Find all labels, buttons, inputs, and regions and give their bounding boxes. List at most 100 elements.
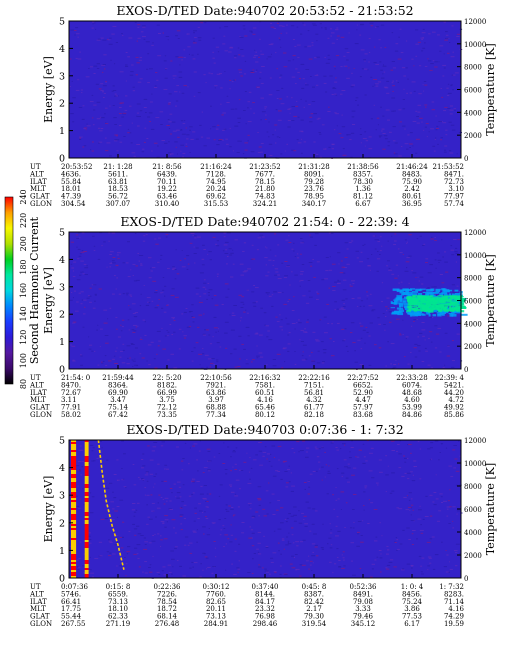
table-cell: 85.86	[444, 411, 465, 419]
table-row-label: ALT	[29, 170, 44, 178]
table-cell: 60.51	[255, 389, 275, 397]
table-row-label: GLAT	[30, 613, 50, 621]
y2-tick-label: 0	[464, 366, 468, 374]
y2-tick-label: 10000	[464, 460, 486, 468]
table-cell: 1: 7:32	[439, 583, 464, 591]
table-cell: 276.48	[155, 620, 180, 628]
table-cell: 4.60	[404, 396, 420, 404]
table-cell: 7151.	[304, 381, 324, 389]
y2-axis-label: Temperature [K]	[484, 43, 497, 135]
table-cell: 67.42	[108, 411, 128, 419]
feature-column	[71, 440, 77, 578]
table-cell: 56.81	[304, 389, 324, 397]
table-cell: 307.07	[106, 200, 131, 208]
y2-tick-label: 2000	[464, 343, 482, 351]
y2-tick-label: 0	[464, 155, 468, 163]
y2-tick-label: 10000	[464, 41, 486, 49]
table-cell: 2.42	[404, 185, 420, 193]
table-cell: 84.17	[255, 598, 275, 606]
table-cell: 4.16	[257, 396, 273, 404]
table-cell: 0:15: 8	[106, 583, 131, 591]
feature-column	[84, 440, 89, 578]
table-cell: 6.67	[355, 200, 371, 208]
table-cell: 18.10	[108, 605, 128, 613]
table-cell: 5611.	[108, 170, 128, 178]
table-cell: 77.53	[402, 613, 422, 621]
table-cell: 8491.	[353, 590, 373, 598]
y-tick-label: 1	[59, 337, 65, 348]
table-cell: 81.12	[353, 193, 373, 201]
y-tick-label: 5	[59, 228, 65, 239]
table-cell: 52.90	[353, 389, 373, 397]
table-cell: 74.29	[444, 613, 464, 621]
table-cell: 84.86	[402, 411, 423, 419]
table-cell: 21: 1:28	[103, 163, 132, 171]
table-cell: 21: 8:56	[152, 163, 182, 171]
table-cell: 62.33	[108, 613, 128, 621]
table-cell: 340.17	[302, 200, 327, 208]
colorbar-tick-label: 180	[19, 259, 28, 274]
y-axis-label: Energy [eV]	[42, 267, 55, 334]
table-cell: 267.55	[61, 620, 86, 628]
table-cell: 75.24	[402, 598, 423, 606]
table-cell: 7226.	[157, 590, 177, 598]
table-cell: 73.35	[157, 411, 177, 419]
y2-tick-label: 12000	[464, 229, 486, 237]
y-tick-label: 3	[59, 71, 65, 82]
feature-trace	[97, 439, 125, 570]
colorbar-tick-label: 220	[19, 213, 28, 228]
table-cell: 304.54	[61, 200, 86, 208]
table-cell: 18.53	[108, 185, 128, 193]
table-cell: 8456.	[402, 590, 422, 598]
y2-tick-label: 8000	[464, 483, 482, 491]
table-cell: 5421.	[444, 381, 464, 389]
table-cell: 7581.	[255, 381, 275, 389]
panel-title: EXOS-D/TED Date:940703 0:07:36 - 1: 7:32	[126, 422, 403, 437]
y-tick-label: 0	[59, 574, 65, 585]
y-tick-label: 5	[59, 17, 65, 28]
table-cell: 20.11	[206, 605, 226, 613]
y2-tick-label: 10000	[464, 252, 486, 260]
table-cell: 55.44	[61, 613, 82, 621]
table-row-label: MLT	[30, 605, 46, 613]
table-row-label: GLAT	[30, 193, 50, 201]
table-cell: 0:52:36	[350, 583, 378, 591]
table-cell: 315.53	[204, 200, 229, 208]
table-cell: 19.22	[157, 185, 177, 193]
colorbar: 80 100 120 140 160 180 200 220 240 Second Harmoni…	[4, 189, 41, 389]
table-row-label: GLON	[30, 620, 52, 628]
table-cell: 8182.	[157, 381, 177, 389]
y-axis-label: Energy [eV]	[42, 56, 55, 123]
table-cell: 3.75	[159, 396, 175, 404]
table-cell: 70.11	[157, 178, 177, 186]
y-tick-label: 3	[59, 282, 65, 293]
spectrogram-panel-2: EXOS-D/TED Date:940702 21:54: 0 - 22:39:…	[29, 214, 497, 419]
table-cell: 3.11	[61, 396, 77, 404]
table-cell: 18.01	[61, 185, 81, 193]
table-cell: 21:54: 0	[61, 374, 90, 382]
y2-tick-label: 6000	[464, 298, 482, 306]
table-cell: 47.39	[61, 193, 81, 201]
table-cell: 6439.	[157, 170, 177, 178]
y-tick-label: 2	[59, 99, 65, 110]
table-cell: 20:53:52	[61, 163, 92, 171]
table-row-label: ILAT	[30, 178, 47, 186]
table-cell: 7921.	[206, 381, 226, 389]
table-row-label: ILAT	[30, 389, 47, 397]
table-cell: 8471.	[444, 170, 464, 178]
table-cell: 55.84	[61, 178, 82, 186]
table-cell: 22:33:28	[396, 374, 427, 382]
table-cell: 7677.	[255, 170, 275, 178]
table-cell: 310.40	[155, 200, 180, 208]
y-tick-label: 1	[59, 126, 65, 137]
table-cell: 0:45: 8	[302, 583, 327, 591]
table-cell: 74.83	[255, 193, 275, 201]
table-cell: 1: 0: 4	[401, 583, 424, 591]
table-cell: 8470.	[61, 381, 81, 389]
table-cell: 18.72	[157, 605, 177, 613]
table-cell: 8387.	[304, 590, 324, 598]
table-cell: 17.75	[61, 605, 81, 613]
table-cell: 61.77	[304, 404, 324, 412]
table-row-label: UT	[30, 163, 41, 171]
